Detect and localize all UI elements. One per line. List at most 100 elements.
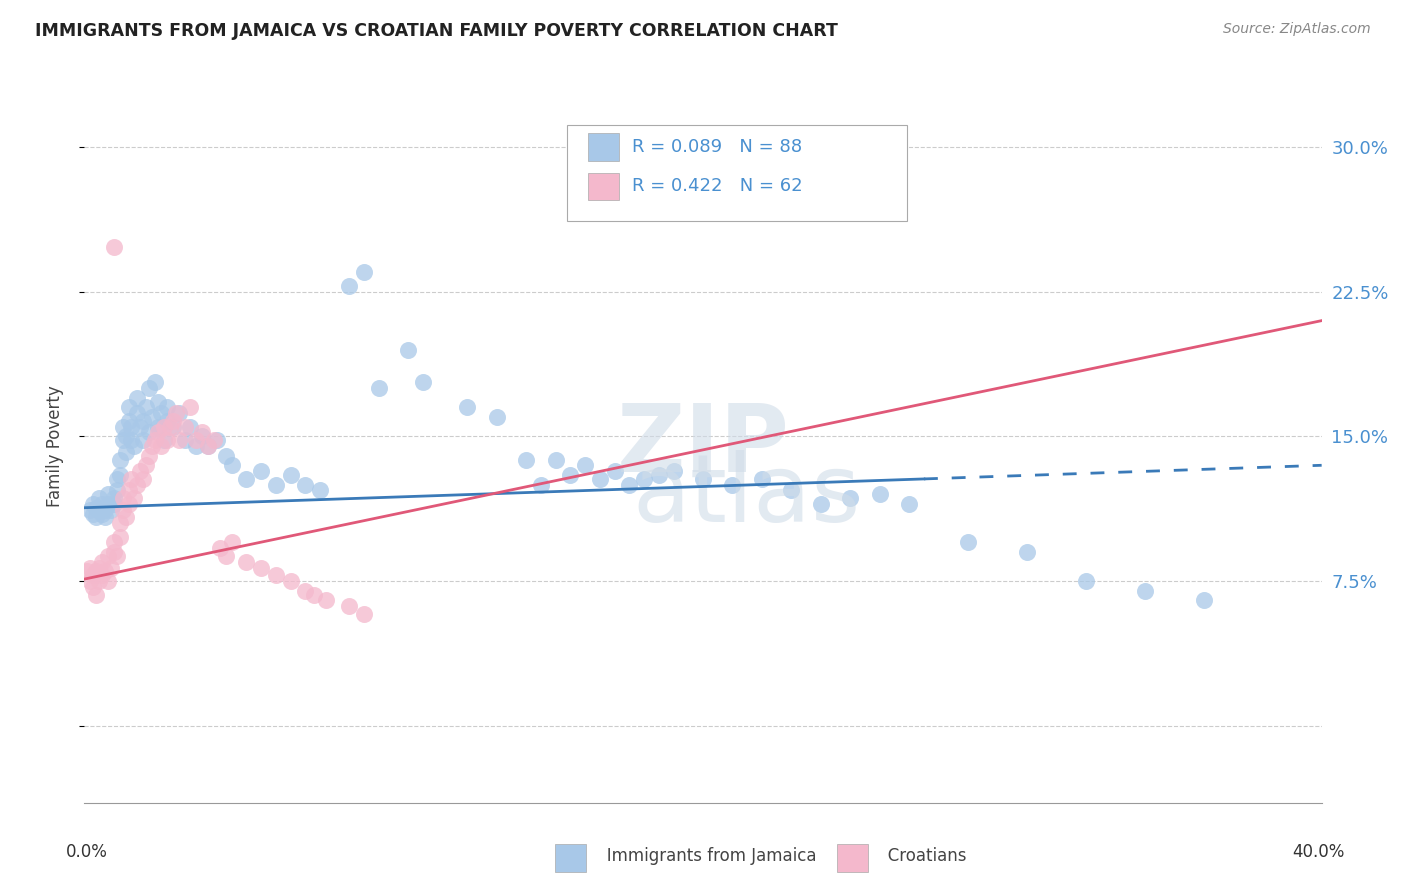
Point — [100, 560, 122, 574]
Point — [339, 279, 361, 293]
Point — [869, 487, 891, 501]
Point — [132, 414, 155, 428]
Point — [280, 467, 302, 482]
Point — [82, 568, 104, 582]
Point — [515, 452, 537, 467]
Point — [105, 483, 128, 498]
Point — [138, 425, 160, 440]
Point — [91, 555, 114, 569]
Point — [141, 410, 163, 425]
Point — [898, 497, 921, 511]
Point — [751, 472, 773, 486]
Point — [264, 477, 287, 491]
Point — [87, 502, 110, 516]
Text: R = 0.422   N = 62: R = 0.422 N = 62 — [633, 178, 803, 195]
Point — [648, 467, 671, 482]
Point — [94, 565, 117, 579]
Point — [215, 549, 238, 563]
Point — [156, 401, 179, 415]
Point — [839, 491, 862, 505]
Point — [957, 535, 980, 549]
Point — [103, 535, 125, 549]
Point — [235, 472, 257, 486]
Text: 40.0%: 40.0% — [1292, 843, 1346, 861]
Point — [368, 381, 391, 395]
Point — [179, 401, 201, 415]
Point — [84, 500, 107, 515]
Point — [129, 464, 152, 478]
Point — [250, 560, 273, 574]
Point — [138, 449, 160, 463]
Point — [589, 472, 612, 486]
Text: ZIP: ZIP — [617, 400, 789, 492]
Point — [156, 434, 179, 448]
Point — [780, 150, 803, 164]
Point — [149, 406, 172, 420]
Point — [82, 580, 104, 594]
Point — [117, 414, 139, 428]
Point — [87, 491, 110, 505]
Point — [108, 516, 131, 530]
Point — [127, 406, 149, 420]
Text: R = 0.089   N = 88: R = 0.089 N = 88 — [633, 138, 803, 156]
Point — [146, 419, 169, 434]
Point — [91, 568, 114, 582]
Point — [574, 458, 596, 473]
Point — [780, 483, 803, 498]
Point — [97, 497, 120, 511]
Point — [302, 587, 325, 601]
Point — [156, 414, 179, 428]
Point — [135, 458, 157, 473]
Point — [250, 464, 273, 478]
Bar — [588, 173, 619, 200]
Point — [264, 568, 287, 582]
Text: atlas: atlas — [633, 450, 860, 542]
Point — [235, 555, 257, 569]
Point — [215, 449, 238, 463]
Point — [108, 467, 131, 482]
Point — [111, 419, 134, 434]
Point — [153, 434, 176, 448]
Point — [111, 434, 134, 448]
Point — [124, 491, 146, 505]
Point — [132, 434, 155, 448]
Bar — [588, 134, 619, 161]
Point — [1015, 545, 1038, 559]
Point — [721, 477, 744, 491]
Point — [396, 343, 419, 357]
Point — [79, 560, 101, 574]
Point — [103, 240, 125, 254]
Point — [111, 491, 134, 505]
Point — [121, 434, 143, 448]
Point — [294, 583, 316, 598]
Point — [167, 406, 190, 420]
Point — [1133, 583, 1156, 598]
Point — [191, 425, 214, 440]
Point — [132, 472, 155, 486]
Point — [149, 439, 172, 453]
Text: Source: ZipAtlas.com: Source: ZipAtlas.com — [1223, 22, 1371, 37]
Point — [205, 434, 228, 448]
Point — [146, 425, 169, 440]
Point — [82, 507, 104, 521]
Point — [315, 593, 337, 607]
Point — [412, 376, 434, 390]
Point — [117, 401, 139, 415]
Point — [530, 477, 553, 491]
Point — [84, 510, 107, 524]
Point — [186, 434, 208, 448]
Text: Immigrants from Jamaica: Immigrants from Jamaica — [591, 847, 815, 865]
Point — [121, 419, 143, 434]
Point — [117, 483, 139, 498]
Point — [124, 439, 146, 453]
Point — [619, 477, 641, 491]
Point — [353, 265, 375, 279]
Point — [603, 464, 626, 478]
Point — [97, 487, 120, 501]
Point — [129, 419, 152, 434]
Point — [662, 464, 685, 478]
Point — [692, 472, 714, 486]
Point — [117, 497, 139, 511]
Point — [221, 535, 243, 549]
Text: IMMIGRANTS FROM JAMAICA VS CROATIAN FAMILY POVERTY CORRELATION CHART: IMMIGRANTS FROM JAMAICA VS CROATIAN FAMI… — [35, 22, 838, 40]
